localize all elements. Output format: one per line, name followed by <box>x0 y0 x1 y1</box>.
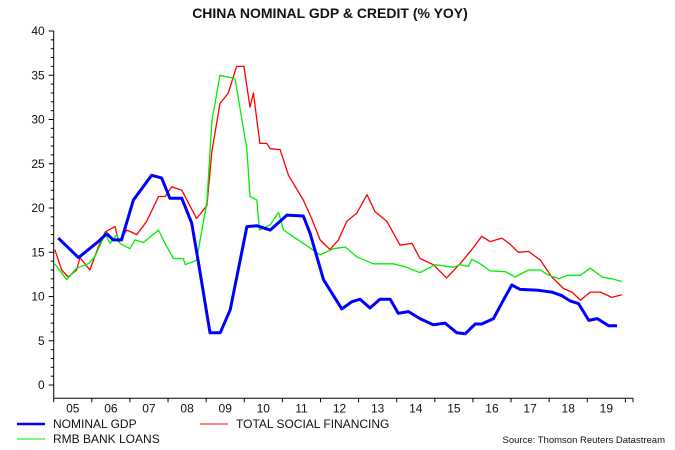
series-lines <box>54 65 623 336</box>
x-tick-label: 18 <box>562 401 576 415</box>
source-note: Source: Thomson Reuters Datastream <box>503 435 666 446</box>
x-tick-label: 19 <box>600 401 614 415</box>
y-tick-label: 10 <box>31 290 45 304</box>
y-tick-label: 15 <box>31 245 45 259</box>
x-tick-label: 15 <box>447 401 461 415</box>
series-line-nominal-gdp <box>57 173 617 336</box>
chart-title: CHINA NOMINAL GDP & CREDIT (% YOY) <box>192 5 468 21</box>
series-line-total-social-financing <box>54 65 623 301</box>
x-tick-label: 16 <box>485 401 499 415</box>
y-tick-label: 20 <box>31 201 45 215</box>
y-tick-label: 0 <box>38 378 45 392</box>
x-tick-label: 10 <box>257 401 271 415</box>
x-tick-label: 17 <box>523 401 537 415</box>
x-tick-label: 12 <box>333 401 347 415</box>
x-tick-label: 08 <box>180 401 194 415</box>
legend-label: NOMINAL GDP <box>53 417 137 431</box>
x-tick-label: 06 <box>104 401 118 415</box>
y-tick-label: 5 <box>38 334 45 348</box>
x-tick-label: 14 <box>409 401 423 415</box>
y-tick-label: 30 <box>31 113 45 127</box>
x-tick-label: 07 <box>142 401 156 415</box>
x-tick-label: 05 <box>66 401 80 415</box>
y-tick-label: 35 <box>31 68 45 82</box>
x-tick-label: 13 <box>371 401 385 415</box>
legend-label: RMB BANK LOANS <box>53 432 160 446</box>
y-tick-label: 40 <box>31 24 45 38</box>
legend: NOMINAL GDP TOTAL SOCIAL FINANCING RMB BAN… <box>17 417 389 446</box>
series-line-rmb-bank-loans <box>54 74 623 283</box>
legend-label: TOTAL SOCIAL FINANCING <box>236 417 389 431</box>
y-tick-label: 25 <box>31 157 45 171</box>
x-tick-label: 11 <box>295 401 308 415</box>
x-tick-label: 09 <box>219 401 233 415</box>
